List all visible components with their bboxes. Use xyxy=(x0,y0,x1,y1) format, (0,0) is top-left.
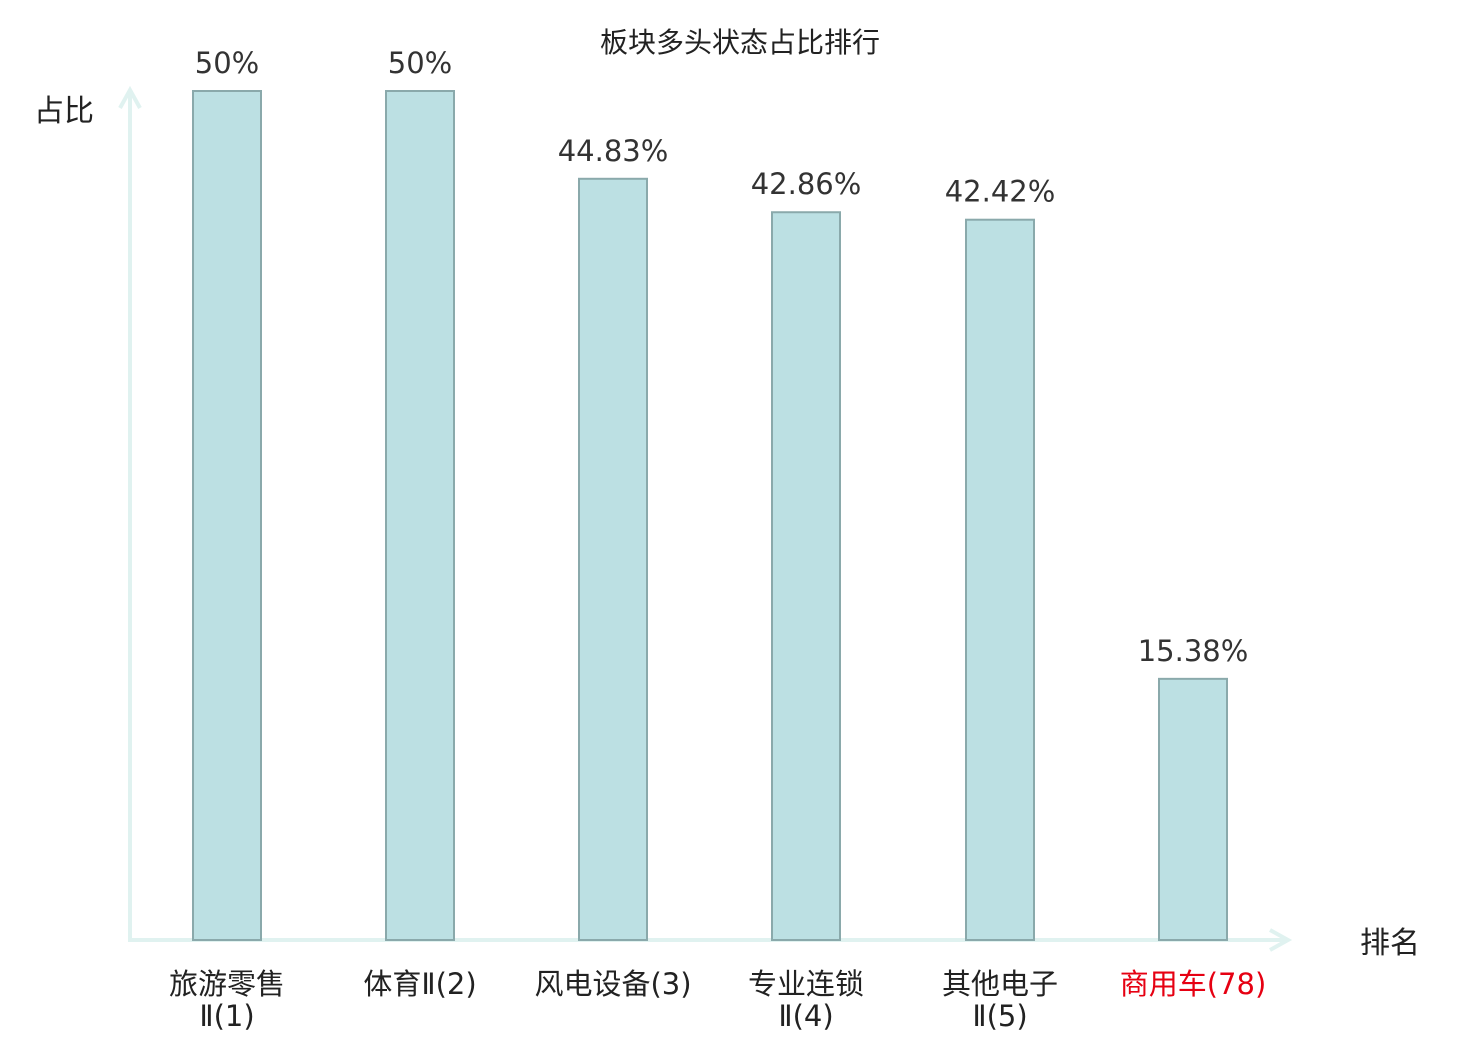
bar-value-label: 15.38% xyxy=(1138,634,1249,668)
x-tick-label: 商用车(78) xyxy=(1120,967,1267,1001)
x-tick-label-line2: Ⅱ(5) xyxy=(972,999,1027,1033)
x-tick-label: 旅游零售 xyxy=(169,967,285,1001)
y-axis-label: 占比 xyxy=(34,94,94,129)
bar-value-label: 50% xyxy=(195,46,259,80)
bar xyxy=(965,218,1035,942)
x-axis-label: 排名 xyxy=(1360,926,1420,961)
bar xyxy=(578,177,648,941)
bars-group xyxy=(192,90,1228,942)
x-axis-arrow xyxy=(1269,928,1293,952)
bar xyxy=(385,90,455,941)
bar-value-label: 42.42% xyxy=(945,175,1056,209)
bar-value-label: 42.86% xyxy=(751,167,862,201)
x-tick-label: 专业连锁 xyxy=(748,967,864,1001)
x-tick-label: 其他电子 xyxy=(942,967,1058,1001)
x-tick-label: 体育Ⅱ(2) xyxy=(363,967,476,1001)
x-tick-label-line2: Ⅱ(4) xyxy=(778,999,833,1033)
bar-value-label: 50% xyxy=(388,46,452,80)
bar xyxy=(1158,677,1228,941)
value-labels-group: 50% 50% 44.83% 42.86% 42.42% 15.38% xyxy=(195,46,1249,668)
y-axis-arrow xyxy=(118,85,142,109)
bar xyxy=(771,211,841,942)
x-tick-label: 风电设备(3) xyxy=(534,967,691,1001)
chart-title: 板块多头状态占比排行 xyxy=(600,26,880,59)
bar-value-label: 44.83% xyxy=(558,134,669,168)
x-tick-label-line2: Ⅱ(1) xyxy=(199,999,254,1033)
bar xyxy=(192,90,262,941)
axes xyxy=(118,85,1293,952)
